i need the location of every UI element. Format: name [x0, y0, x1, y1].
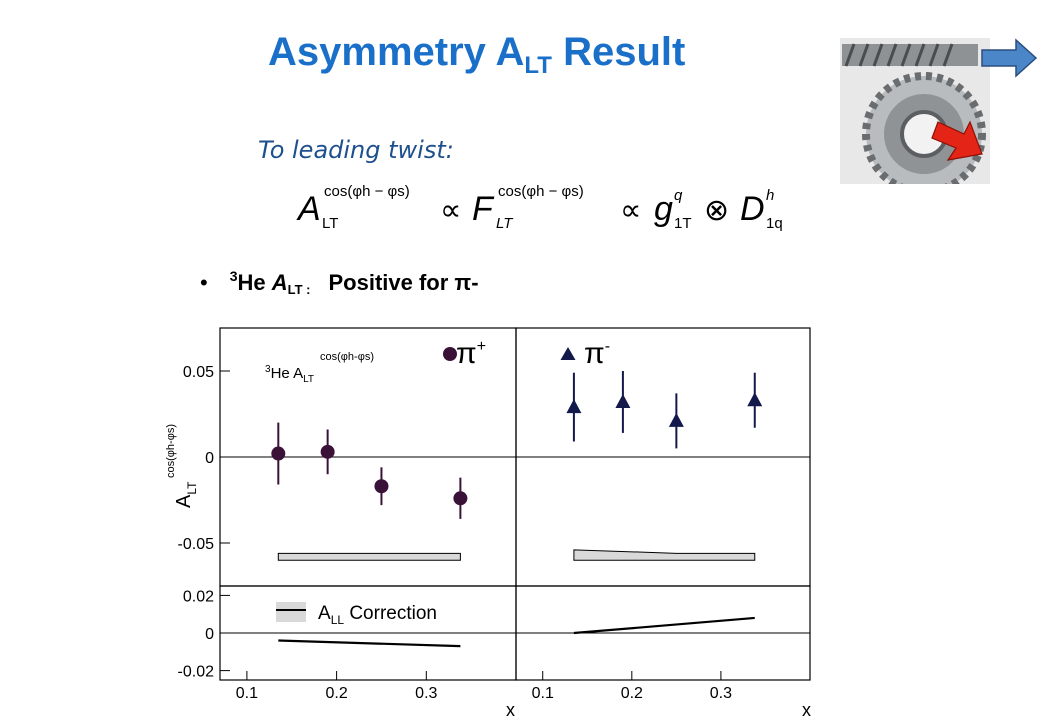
slide-title: Asymmetry ALT Result: [268, 30, 686, 79]
worm-thread-icon: [844, 43, 954, 67]
legend-swatch: [276, 602, 306, 622]
bullet-point: • 3He ALT : Positive for π-: [200, 268, 479, 297]
legend: ALL Correction: [276, 602, 437, 627]
legend-marker-pi-minus: [560, 347, 576, 360]
svg-text:LT: LT: [322, 215, 338, 232]
data-point-π-: [566, 399, 582, 414]
y-tick-label-bottom: 0.02: [183, 588, 214, 605]
svg-text:cos(φh − φs): cos(φh − φs): [498, 183, 584, 200]
x-axis-label-left: x: [506, 700, 515, 720]
data-point-π+: [271, 446, 286, 461]
data-point-π-: [747, 392, 763, 407]
svg-text:1q: 1q: [766, 215, 783, 232]
x-axis-label-right: x: [802, 700, 811, 720]
x-tick-label: 0.2: [621, 685, 643, 702]
arrow-rotate-icon: [931, 120, 983, 161]
in-plot-label: 3He ALT: [265, 364, 314, 385]
svg-text:1T: 1T: [674, 215, 692, 232]
title-subscript: LT: [524, 52, 552, 79]
gear-illustration: [840, 38, 1038, 184]
data-point-π-: [615, 393, 631, 408]
x-tick-label: 0.1: [532, 685, 554, 702]
in-plot-label-exponent: cos(φh-φs): [320, 351, 374, 363]
x-tick-label: 0.2: [325, 685, 347, 702]
svg-text:LT: LT: [496, 215, 514, 232]
y-tick-label-top: 0: [205, 450, 214, 467]
data-point-π-: [668, 412, 684, 427]
y-tick-label-top: 0.05: [183, 364, 214, 381]
legend-label: ALL Correction: [318, 603, 437, 627]
panel-label-pi-minus: π-: [584, 337, 610, 370]
data-point-π+: [453, 491, 468, 506]
legend-marker-pi-plus: [443, 347, 457, 361]
subtitle: To leading twist:: [258, 136, 454, 164]
svg-text:D: D: [740, 190, 765, 228]
svg-text:∝: ∝: [620, 194, 641, 227]
correction-line-π-: [573, 616, 755, 635]
data-point-π+: [320, 444, 335, 459]
bullet-marker: •: [200, 270, 208, 295]
svg-text:⊗: ⊗: [704, 194, 729, 227]
panel-label-pi-plus: π+: [456, 337, 486, 370]
y-tick-label-top: -0.05: [178, 536, 215, 553]
svg-text:q: q: [674, 187, 683, 204]
svg-text:g: g: [654, 190, 673, 228]
y-tick-label-bottom: -0.02: [178, 664, 215, 681]
asymmetry-chart: 0.1 0.2 0.3 0.1 0.2 0.3 0.05 0 -0.05 0.02 0 -0.02 3…: [165, 327, 830, 720]
y-axis-label-exponent: cos(φh-φs): [165, 424, 177, 478]
arrow-right-icon: [981, 38, 1038, 78]
svg-text:A: A: [296, 190, 321, 228]
x-tick-label: 0.3: [710, 685, 732, 702]
x-tick-label: 0.3: [415, 685, 437, 702]
systematic-band-π+: [277, 552, 461, 561]
correction-line-π+: [278, 639, 461, 648]
systematic-band-π-: [573, 549, 756, 561]
y-axis-label: ALT: [173, 481, 199, 508]
svg-text:cos(φh − φs): cos(φh − φs): [324, 183, 410, 200]
data-point-π+: [374, 479, 389, 494]
y-tick-label-bottom: 0: [205, 626, 214, 643]
svg-text:h: h: [766, 187, 774, 204]
formula: A LT cos(φh − φs) ∝ F LT cos(φh − φs) ∝ …: [296, 183, 783, 232]
svg-text:F: F: [472, 190, 495, 228]
x-tick-label: 0.1: [236, 685, 258, 702]
svg-text:∝: ∝: [440, 194, 461, 227]
